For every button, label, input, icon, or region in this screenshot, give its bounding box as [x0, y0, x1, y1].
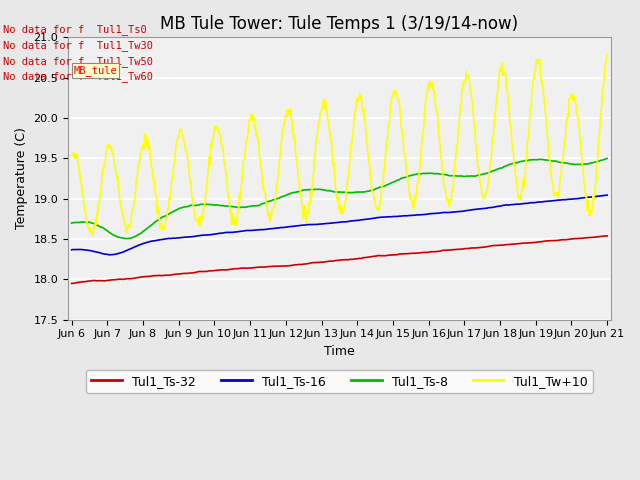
Line: Tul1_Ts-16: Tul1_Ts-16 [72, 195, 607, 255]
Line: Tul1_Ts-8: Tul1_Ts-8 [72, 158, 607, 239]
Tul1_Tw+10 [77, 181, 85, 187]
Tul1_Tw+10 [216, 133, 223, 139]
Tul1_Ts-16 [216, 230, 223, 236]
Text: No data for f  Tul1_Ts0: No data for f Tul1_Ts0 [3, 24, 147, 35]
Tul1_Tw+10 [405, 183, 413, 189]
Tul1_Ts-32 [420, 250, 428, 255]
Tul1_Ts-16 [68, 247, 76, 252]
Tul1_Ts-8 [216, 203, 223, 208]
Tul1_Ts-8 [405, 173, 413, 179]
X-axis label: Time: Time [324, 345, 355, 358]
Tul1_Ts-32 [601, 233, 609, 239]
Tul1_Ts-16 [106, 252, 113, 258]
Tul1_Ts-8 [68, 220, 76, 226]
Tul1_Tw+10 [604, 51, 611, 57]
Tul1_Ts-8 [604, 156, 611, 161]
Text: No data for f  Tul1_Tw50: No data for f Tul1_Tw50 [3, 56, 153, 67]
Text: No data for f  Tul1_Tw30: No data for f Tul1_Tw30 [3, 40, 153, 51]
Tul1_Tw+10 [188, 192, 195, 197]
Tul1_Ts-8 [77, 219, 85, 225]
Text: No data for f  Tul1_Tw60: No data for f Tul1_Tw60 [3, 72, 153, 83]
Tul1_Ts-16 [405, 213, 413, 218]
Tul1_Tw+10 [133, 175, 141, 180]
Tul1_Ts-8 [188, 202, 195, 208]
Title: MB Tule Tower: Tule Temps 1 (3/19/14-now): MB Tule Tower: Tule Temps 1 (3/19/14-now… [160, 15, 518, 33]
Tul1_Ts-8 [421, 170, 429, 176]
Legend: Tul1_Ts-32, Tul1_Ts-16, Tul1_Ts-8, Tul1_Tw+10: Tul1_Ts-32, Tul1_Ts-16, Tul1_Ts-8, Tul1_… [86, 370, 593, 393]
Tul1_Ts-16 [604, 192, 611, 198]
Tul1_Ts-32 [215, 267, 223, 273]
Tul1_Ts-16 [133, 243, 141, 249]
Tul1_Ts-32 [604, 233, 611, 239]
Tul1_Ts-16 [77, 247, 85, 252]
Tul1_Ts-16 [421, 212, 429, 217]
Tul1_Ts-32 [77, 279, 85, 285]
Tul1_Ts-16 [188, 234, 195, 240]
Tul1_Tw+10 [88, 232, 96, 238]
Tul1_Ts-8 [133, 232, 141, 238]
Tul1_Ts-32 [132, 275, 140, 281]
Line: Tul1_Ts-32: Tul1_Ts-32 [72, 236, 607, 284]
Tul1_Ts-32 [187, 270, 195, 276]
Tul1_Ts-32 [68, 281, 76, 287]
Tul1_Tw+10 [421, 110, 429, 116]
Y-axis label: Temperature (C): Temperature (C) [15, 128, 28, 229]
Text: MB_tule: MB_tule [74, 65, 117, 76]
Tul1_Tw+10 [68, 154, 76, 159]
Tul1_Ts-32 [404, 251, 412, 256]
Line: Tul1_Tw+10: Tul1_Tw+10 [72, 54, 607, 235]
Tul1_Ts-8 [122, 236, 130, 241]
